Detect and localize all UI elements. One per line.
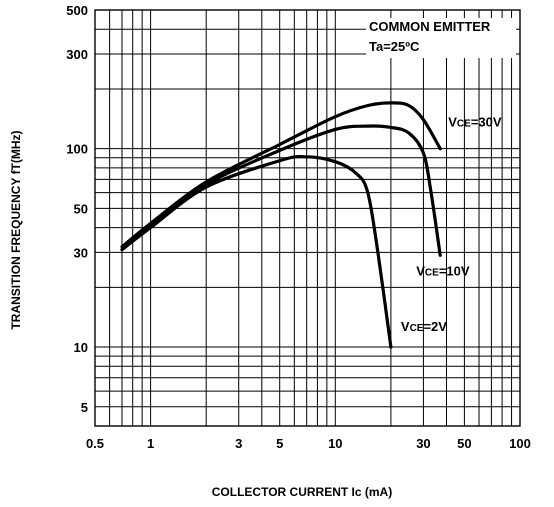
series-line [120,101,442,249]
y-tick-label: 500 [66,3,88,18]
y-tick-label: 10 [74,340,88,355]
y-tick-labels: 5 10 30 50 100 300 500 [66,3,88,415]
annotation-common-emitter: COMMON EMITTER [369,19,491,34]
x-tick-label: 0.5 [86,436,104,451]
y-tick-label: 300 [66,47,88,62]
x-tick-label: 30 [416,436,430,451]
y-axis-title: TRANSITION FREQUENCY fT(MHz) [9,130,23,329]
plot-frame [94,9,521,427]
x-tick-label: 50 [457,436,471,451]
y-tick-label: 30 [74,245,88,260]
x-grid-lines [109,10,513,426]
y-tick-label: 100 [66,142,88,157]
x-axis-title: COLLECTOR CURRENT Ic (mA) [212,485,392,499]
annotation-background [366,18,516,58]
y-tick-label: 5 [81,400,88,415]
y-tick-label: 50 [74,201,88,216]
annotation-temperature: Ta=25ºC [369,39,420,54]
x-tick-labels: 0.5 1 3 5 10 30 50 100 [86,436,531,451]
x-tick-label: 100 [509,436,531,451]
series-line [120,124,442,257]
series-line [120,155,393,349]
series-label: VCE=10V [416,263,470,278]
series-label: VCE=2V [401,319,447,334]
series-label: VCE=30V [448,115,502,130]
x-tick-label: 3 [235,436,242,451]
x-tick-label: 10 [328,436,342,451]
series-layer: VCE=30V VCE=10V VCE=2V [120,101,502,349]
x-tick-label: 1 [147,436,154,451]
annotation-box: COMMON EMITTER Ta=25ºC [366,18,516,58]
x-tick-label: 5 [276,436,283,451]
